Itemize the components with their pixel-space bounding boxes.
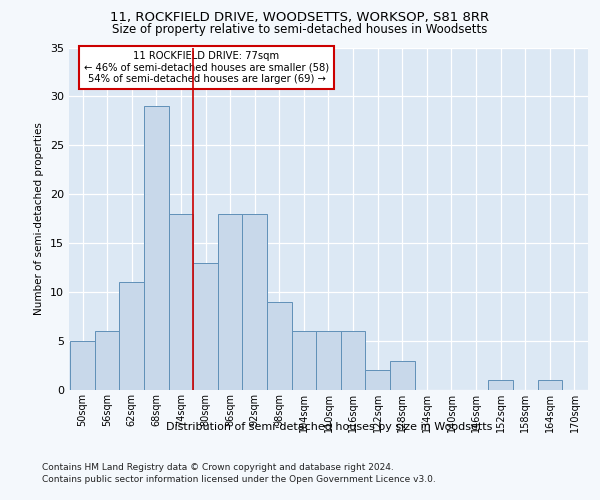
Bar xyxy=(193,263,218,390)
Bar xyxy=(218,214,242,390)
Text: Contains HM Land Registry data © Crown copyright and database right 2024.: Contains HM Land Registry data © Crown c… xyxy=(42,462,394,471)
Bar xyxy=(95,332,119,390)
Bar xyxy=(538,380,562,390)
Bar xyxy=(292,332,316,390)
Bar xyxy=(390,360,415,390)
Bar xyxy=(169,214,193,390)
Text: Contains public sector information licensed under the Open Government Licence v3: Contains public sector information licen… xyxy=(42,475,436,484)
Bar xyxy=(341,332,365,390)
Text: Size of property relative to semi-detached houses in Woodsetts: Size of property relative to semi-detach… xyxy=(112,22,488,36)
Y-axis label: Number of semi-detached properties: Number of semi-detached properties xyxy=(34,122,44,315)
Bar xyxy=(242,214,267,390)
Bar xyxy=(316,332,341,390)
Text: 11 ROCKFIELD DRIVE: 77sqm
← 46% of semi-detached houses are smaller (58)
54% of : 11 ROCKFIELD DRIVE: 77sqm ← 46% of semi-… xyxy=(84,51,329,84)
Bar xyxy=(488,380,513,390)
Bar xyxy=(70,341,95,390)
Bar xyxy=(119,282,144,390)
Text: 11, ROCKFIELD DRIVE, WOODSETTS, WORKSOP, S81 8RR: 11, ROCKFIELD DRIVE, WOODSETTS, WORKSOP,… xyxy=(110,11,490,24)
Bar xyxy=(365,370,390,390)
Text: Distribution of semi-detached houses by size in Woodsetts: Distribution of semi-detached houses by … xyxy=(166,422,492,432)
Bar xyxy=(267,302,292,390)
Bar xyxy=(144,106,169,390)
